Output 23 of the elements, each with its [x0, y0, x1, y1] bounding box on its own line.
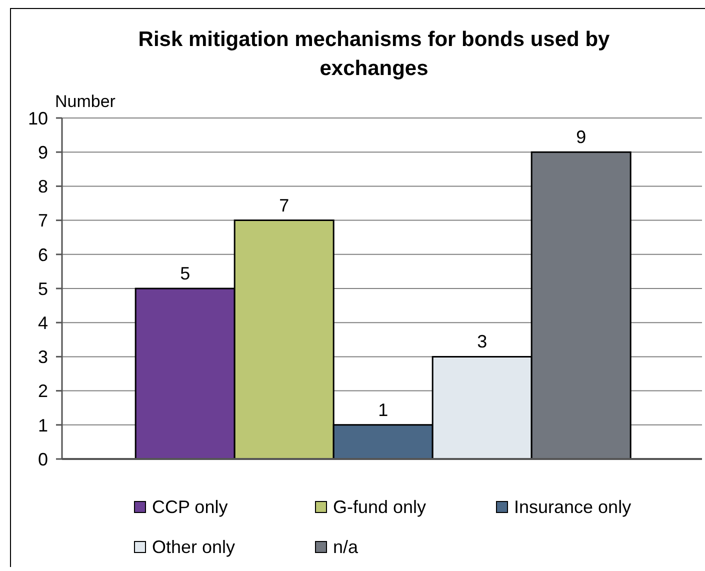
y-axis-title: Number — [55, 92, 116, 112]
chart-title: Risk mitigation mechanisms for bonds used by exchanges — [137, 27, 611, 82]
y-tick-label: 10 — [28, 108, 48, 128]
data-label: 9 — [576, 127, 586, 148]
legend-label: CCP only — [152, 497, 228, 517]
y-tick-label: 4 — [38, 312, 48, 333]
y-tick-label: 8 — [38, 176, 48, 197]
data-label: 7 — [279, 195, 290, 216]
legend-label: Insurance only — [514, 497, 632, 517]
data-label: 1 — [378, 400, 388, 420]
data-label: 5 — [180, 264, 190, 284]
y-tick-label: 0 — [38, 449, 48, 470]
data-label: 3 — [477, 332, 488, 352]
y-tick-label: 2 — [38, 381, 48, 402]
y-tick-label: 7 — [38, 210, 48, 231]
y-tick-label: 3 — [38, 347, 48, 368]
legend-label: G-fund only — [333, 497, 426, 517]
y-tick-label: 1 — [38, 415, 48, 436]
legend-label: n/a — [333, 537, 358, 557]
y-tick-label: 6 — [38, 244, 48, 265]
legend-label: Other only — [152, 537, 236, 557]
y-tick-label: 9 — [38, 142, 48, 162]
y-tick-label: 5 — [38, 278, 48, 299]
